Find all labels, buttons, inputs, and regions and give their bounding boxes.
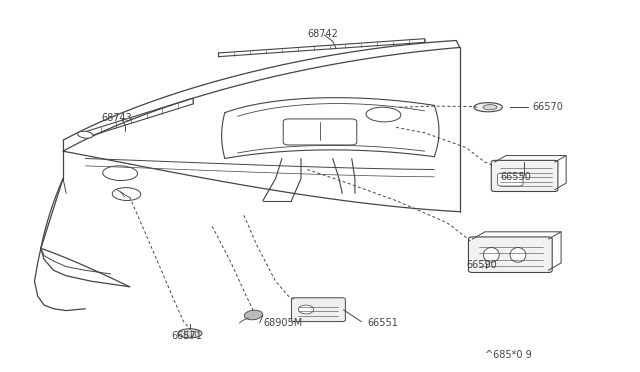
- FancyBboxPatch shape: [284, 119, 356, 145]
- Text: 66590: 66590: [466, 260, 497, 270]
- Ellipse shape: [77, 131, 93, 138]
- Text: 68742: 68742: [307, 29, 338, 39]
- Text: 68905M: 68905M: [263, 318, 302, 328]
- Ellipse shape: [483, 105, 497, 110]
- Text: 68743: 68743: [101, 113, 132, 123]
- Ellipse shape: [103, 166, 138, 180]
- Text: 66570: 66570: [532, 102, 563, 112]
- Ellipse shape: [474, 103, 502, 112]
- FancyBboxPatch shape: [498, 173, 523, 186]
- Ellipse shape: [366, 107, 401, 122]
- Text: 66551: 66551: [367, 318, 399, 328]
- Ellipse shape: [112, 187, 141, 201]
- Ellipse shape: [510, 247, 526, 262]
- FancyBboxPatch shape: [291, 298, 346, 321]
- FancyBboxPatch shape: [492, 160, 558, 192]
- Ellipse shape: [483, 247, 499, 262]
- Ellipse shape: [178, 329, 202, 338]
- Text: 66550: 66550: [501, 172, 532, 182]
- Text: ^685*0 9: ^685*0 9: [485, 350, 532, 360]
- FancyBboxPatch shape: [468, 237, 552, 272]
- Text: 66571: 66571: [171, 331, 202, 341]
- Circle shape: [298, 305, 314, 314]
- Ellipse shape: [244, 310, 262, 320]
